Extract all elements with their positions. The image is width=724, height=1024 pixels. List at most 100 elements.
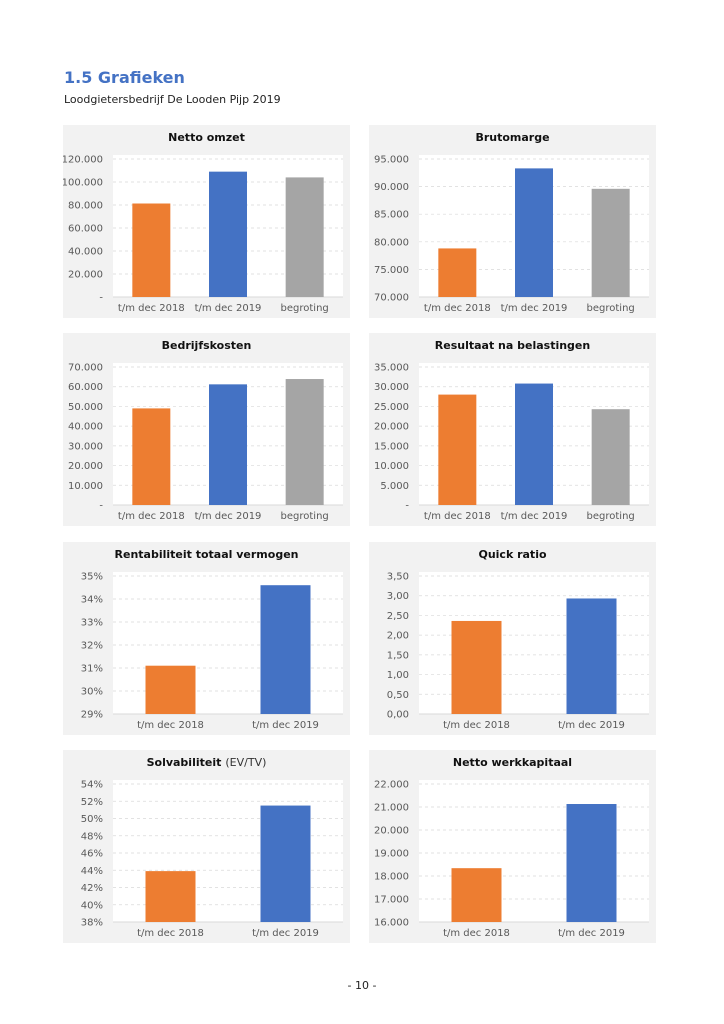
chart-resultaat-na-belastingen: Resultaat na belastingen - 5.000 10.000 15.0… — [369, 333, 656, 526]
y-tick-label: 48% — [81, 831, 103, 842]
chart-svg: Netto werkkapitaal 16.000 17.000 18.000 19.0… — [374, 756, 649, 939]
y-tick-label: 50% — [81, 814, 103, 825]
y-tick-label: 25.000 — [374, 402, 409, 413]
y-tick-label: 60.000 — [68, 224, 103, 235]
y-tick-label: 30% — [81, 687, 103, 698]
bar-begroting — [285, 379, 324, 505]
bar-t-m-dec-2019 — [566, 598, 617, 714]
chart-svg: Brutomarge 70.000 75.000 80.000 85.000 90.000… — [374, 131, 649, 314]
y-tick-label: 90.000 — [374, 182, 409, 193]
y-tick-label: - — [405, 501, 409, 512]
x-tick-label: begroting — [281, 511, 329, 522]
y-tick-label: 2,50 — [387, 611, 409, 622]
y-tick-label: 17.000 — [374, 895, 409, 906]
bar-t-m-dec-2019 — [515, 383, 553, 505]
bar-t-m-dec-2018 — [145, 665, 196, 714]
chart-title: Brutomarge — [475, 131, 549, 144]
x-tick-label: t/m dec 2019 — [252, 928, 319, 939]
bar-t-m-dec-2018 — [132, 408, 171, 505]
bar-t-m-dec-2019 — [260, 805, 311, 922]
x-tick-label: t/m dec 2019 — [252, 720, 319, 731]
chart-title: Resultaat na belastingen — [435, 339, 590, 352]
y-tick-label: 80.000 — [374, 237, 409, 248]
y-tick-label: 120.000 — [63, 155, 103, 166]
y-tick-label: 44% — [81, 866, 103, 877]
y-tick-label: 18.000 — [374, 872, 409, 883]
chart-solvabiliteit: Solvabiliteit (EV/TV) 38% 40% 42% 44% 46% 48% 50… — [63, 750, 350, 943]
y-tick-label: 34% — [81, 595, 103, 606]
chart-rentabiliteit: Rentabiliteit totaal vermogen 29% 30% 31% 32… — [63, 542, 350, 735]
x-tick-label: t/m dec 2018 — [443, 720, 510, 731]
chart-title: Netto omzet — [168, 131, 245, 144]
y-tick-label: 40% — [81, 900, 103, 911]
y-tick-label: 42% — [81, 883, 103, 894]
x-tick-label: t/m dec 2018 — [443, 928, 510, 939]
y-tick-label: 30.000 — [68, 441, 103, 452]
x-tick-label: begroting — [281, 303, 329, 314]
chart-svg: Rentabiliteit totaal vermogen 29% 30% 31% 32… — [81, 548, 343, 731]
y-tick-label: - — [99, 293, 103, 304]
y-tick-label: 3,50 — [387, 572, 409, 583]
chart-netto-werkkapitaal: Netto werkkapitaal 16.000 17.000 18.000 19.0… — [369, 750, 656, 943]
bar-t-m-dec-2019 — [515, 168, 553, 297]
y-tick-label: 46% — [81, 849, 103, 860]
bar-begroting — [591, 409, 630, 505]
chart-title: Bedrijfskosten — [162, 339, 252, 352]
y-tick-label: 33% — [81, 618, 103, 629]
bar-t-m-dec-2019 — [209, 384, 247, 505]
y-tick-label: 20.000 — [68, 461, 103, 472]
y-tick-label: 35% — [81, 572, 103, 583]
y-tick-label: 35.000 — [374, 363, 409, 374]
y-tick-label: 0,00 — [387, 710, 409, 721]
y-tick-label: 20.000 — [374, 826, 409, 837]
y-tick-label: 50.000 — [68, 402, 103, 413]
y-tick-label: 70.000 — [68, 363, 103, 374]
bar-begroting — [591, 188, 630, 297]
bar-t-m-dec-2018 — [451, 868, 502, 922]
y-tick-label: 5.000 — [380, 481, 409, 492]
y-tick-label: 38% — [81, 918, 103, 929]
y-tick-label: 20.000 — [68, 270, 103, 281]
x-tick-label: t/m dec 2018 — [137, 720, 204, 731]
chart-netto-omzet: Netto omzet - 20.000 40.000 60.000 80.000 100.… — [63, 125, 350, 318]
chart-title: Rentabiliteit totaal vermogen — [115, 548, 299, 561]
chart-title: Quick ratio — [478, 548, 546, 561]
x-tick-label: t/m dec 2019 — [558, 720, 625, 731]
y-tick-label: 80.000 — [68, 201, 103, 212]
y-tick-label: 1,00 — [387, 670, 409, 681]
bar-t-m-dec-2018 — [132, 203, 171, 297]
y-tick-label: 3,00 — [387, 591, 409, 602]
chart-svg: Bedrijfskosten - 10.000 20.000 30.000 40.000 5… — [68, 339, 343, 522]
chart-bedrijfskosten: Bedrijfskosten - 10.000 20.000 30.000 40.000 5… — [63, 333, 350, 526]
y-tick-label: 95.000 — [374, 155, 409, 166]
chart-svg: Netto omzet - 20.000 40.000 60.000 80.000 100.… — [63, 131, 343, 314]
y-tick-label: 0,50 — [387, 690, 409, 701]
y-tick-label: 31% — [81, 664, 103, 675]
bar-t-m-dec-2019 — [566, 804, 617, 922]
x-tick-label: t/m dec 2018 — [118, 511, 185, 522]
y-tick-label: 22.000 — [374, 780, 409, 791]
y-tick-label: 10.000 — [374, 461, 409, 472]
section-title: 1.5 Grafieken — [64, 68, 185, 87]
x-tick-label: begroting — [587, 303, 635, 314]
y-tick-label: 21.000 — [374, 803, 409, 814]
y-tick-label: 30.000 — [374, 382, 409, 393]
y-tick-label: 52% — [81, 797, 103, 808]
y-tick-label: 10.000 — [68, 481, 103, 492]
y-tick-label: 15.000 — [374, 441, 409, 452]
chart-title: Solvabiliteit (EV/TV) — [147, 756, 267, 769]
x-tick-label: t/m dec 2018 — [137, 928, 204, 939]
company-subtitle: Loodgietersbedrijf De Looden Pijp 2019 — [64, 93, 281, 106]
x-tick-label: t/m dec 2019 — [195, 303, 262, 314]
y-tick-label: 40.000 — [68, 422, 103, 433]
y-tick-label: 60.000 — [68, 382, 103, 393]
x-tick-label: t/m dec 2018 — [424, 511, 491, 522]
y-tick-label: 19.000 — [374, 849, 409, 860]
y-tick-label: 75.000 — [374, 265, 409, 276]
chart-svg: Solvabiliteit (EV/TV) 38% 40% 42% 44% 46% 48% 50… — [81, 756, 343, 939]
y-tick-label: 1,50 — [387, 650, 409, 661]
y-tick-label: 85.000 — [374, 210, 409, 221]
y-tick-label: 20.000 — [374, 422, 409, 433]
y-tick-label: 40.000 — [68, 247, 103, 258]
x-tick-label: t/m dec 2019 — [558, 928, 625, 939]
